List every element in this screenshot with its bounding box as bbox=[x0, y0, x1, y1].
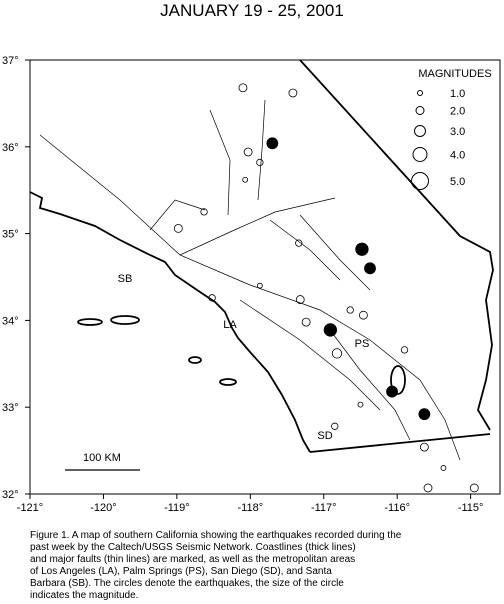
legend-circle bbox=[411, 172, 429, 190]
earthquake bbox=[256, 282, 263, 289]
caption-line: Barbara (SB). The circles denote the ear… bbox=[30, 578, 344, 589]
lat-tick-label: 36° bbox=[2, 142, 19, 154]
place-label: SD bbox=[317, 430, 332, 442]
lon-tick-label: -115° bbox=[458, 502, 484, 514]
earthquake bbox=[386, 385, 398, 398]
lon-tick-label: -121° bbox=[17, 502, 43, 514]
earthquake bbox=[423, 483, 433, 493]
earthquake bbox=[238, 83, 248, 93]
earthquake bbox=[288, 88, 298, 98]
earthquake bbox=[242, 176, 249, 183]
caption-line: indicates the magnitude. bbox=[30, 590, 138, 601]
lat-tick-label: 35° bbox=[2, 229, 19, 241]
earthquake bbox=[173, 223, 183, 233]
place-label: SB bbox=[118, 273, 133, 285]
caption-line: of Los Angeles (LA), Palm Springs (PS), … bbox=[30, 566, 332, 577]
earthquake bbox=[440, 465, 447, 471]
lon-tick-label: -120° bbox=[90, 502, 116, 514]
earthquake bbox=[355, 242, 369, 256]
earthquake bbox=[208, 294, 216, 302]
earthquake bbox=[419, 442, 429, 452]
caption-line: and major faults (thin lines) are marked… bbox=[30, 554, 355, 565]
legend-label: 5.0 bbox=[450, 176, 465, 188]
earthquake bbox=[243, 147, 253, 157]
earthquake bbox=[266, 137, 279, 150]
legend-circle bbox=[414, 125, 426, 137]
earthquake bbox=[295, 295, 305, 304]
legend-title: MAGNITUDES bbox=[418, 68, 491, 80]
place-label: LA bbox=[223, 319, 237, 331]
earthquake bbox=[359, 310, 368, 320]
earthquake bbox=[323, 323, 338, 337]
lat-tick-label: 33° bbox=[2, 402, 19, 414]
earthquake bbox=[346, 306, 354, 314]
earthquake bbox=[364, 262, 376, 275]
place-label: PS bbox=[355, 338, 370, 350]
lon-tick-label: -119° bbox=[164, 502, 190, 514]
earthquake bbox=[400, 346, 409, 354]
earthquake bbox=[200, 208, 208, 216]
earthquake bbox=[295, 239, 303, 247]
lat-tick-label: 34° bbox=[2, 315, 19, 327]
scale-label: 100 KM bbox=[83, 452, 121, 464]
earthquake bbox=[357, 401, 364, 408]
earthquake bbox=[331, 348, 343, 359]
lat-tick-label: 32° bbox=[2, 489, 19, 501]
legend-circle bbox=[417, 90, 423, 96]
earthquake bbox=[331, 422, 339, 430]
legend-label: 2.0 bbox=[450, 106, 465, 118]
lon-tick-label: -118° bbox=[238, 502, 264, 514]
lon-tick-label: -116° bbox=[384, 502, 410, 514]
caption-line: past week by the Caltech/USGS Seismic Ne… bbox=[30, 542, 356, 553]
earthquake bbox=[301, 317, 311, 327]
legend-circle bbox=[412, 147, 428, 162]
lat-tick-label: 37° bbox=[2, 55, 19, 67]
earthquake bbox=[469, 483, 479, 493]
legend-label: 3.0 bbox=[450, 126, 465, 138]
legend-label: 4.0 bbox=[450, 150, 465, 162]
earthquake bbox=[418, 408, 431, 421]
map-frame bbox=[29, 59, 501, 495]
lon-tick-label: -117° bbox=[311, 502, 337, 514]
legend-label: 1.0 bbox=[450, 88, 465, 100]
faults bbox=[39, 99, 461, 461]
legend-circle bbox=[415, 106, 425, 115]
caption-line: Figure 1. A map of southern California s… bbox=[30, 530, 402, 541]
earthquake bbox=[256, 158, 264, 167]
map-title: JANUARY 19 - 25, 2001 bbox=[160, 1, 344, 20]
coastlines bbox=[29, 59, 494, 453]
